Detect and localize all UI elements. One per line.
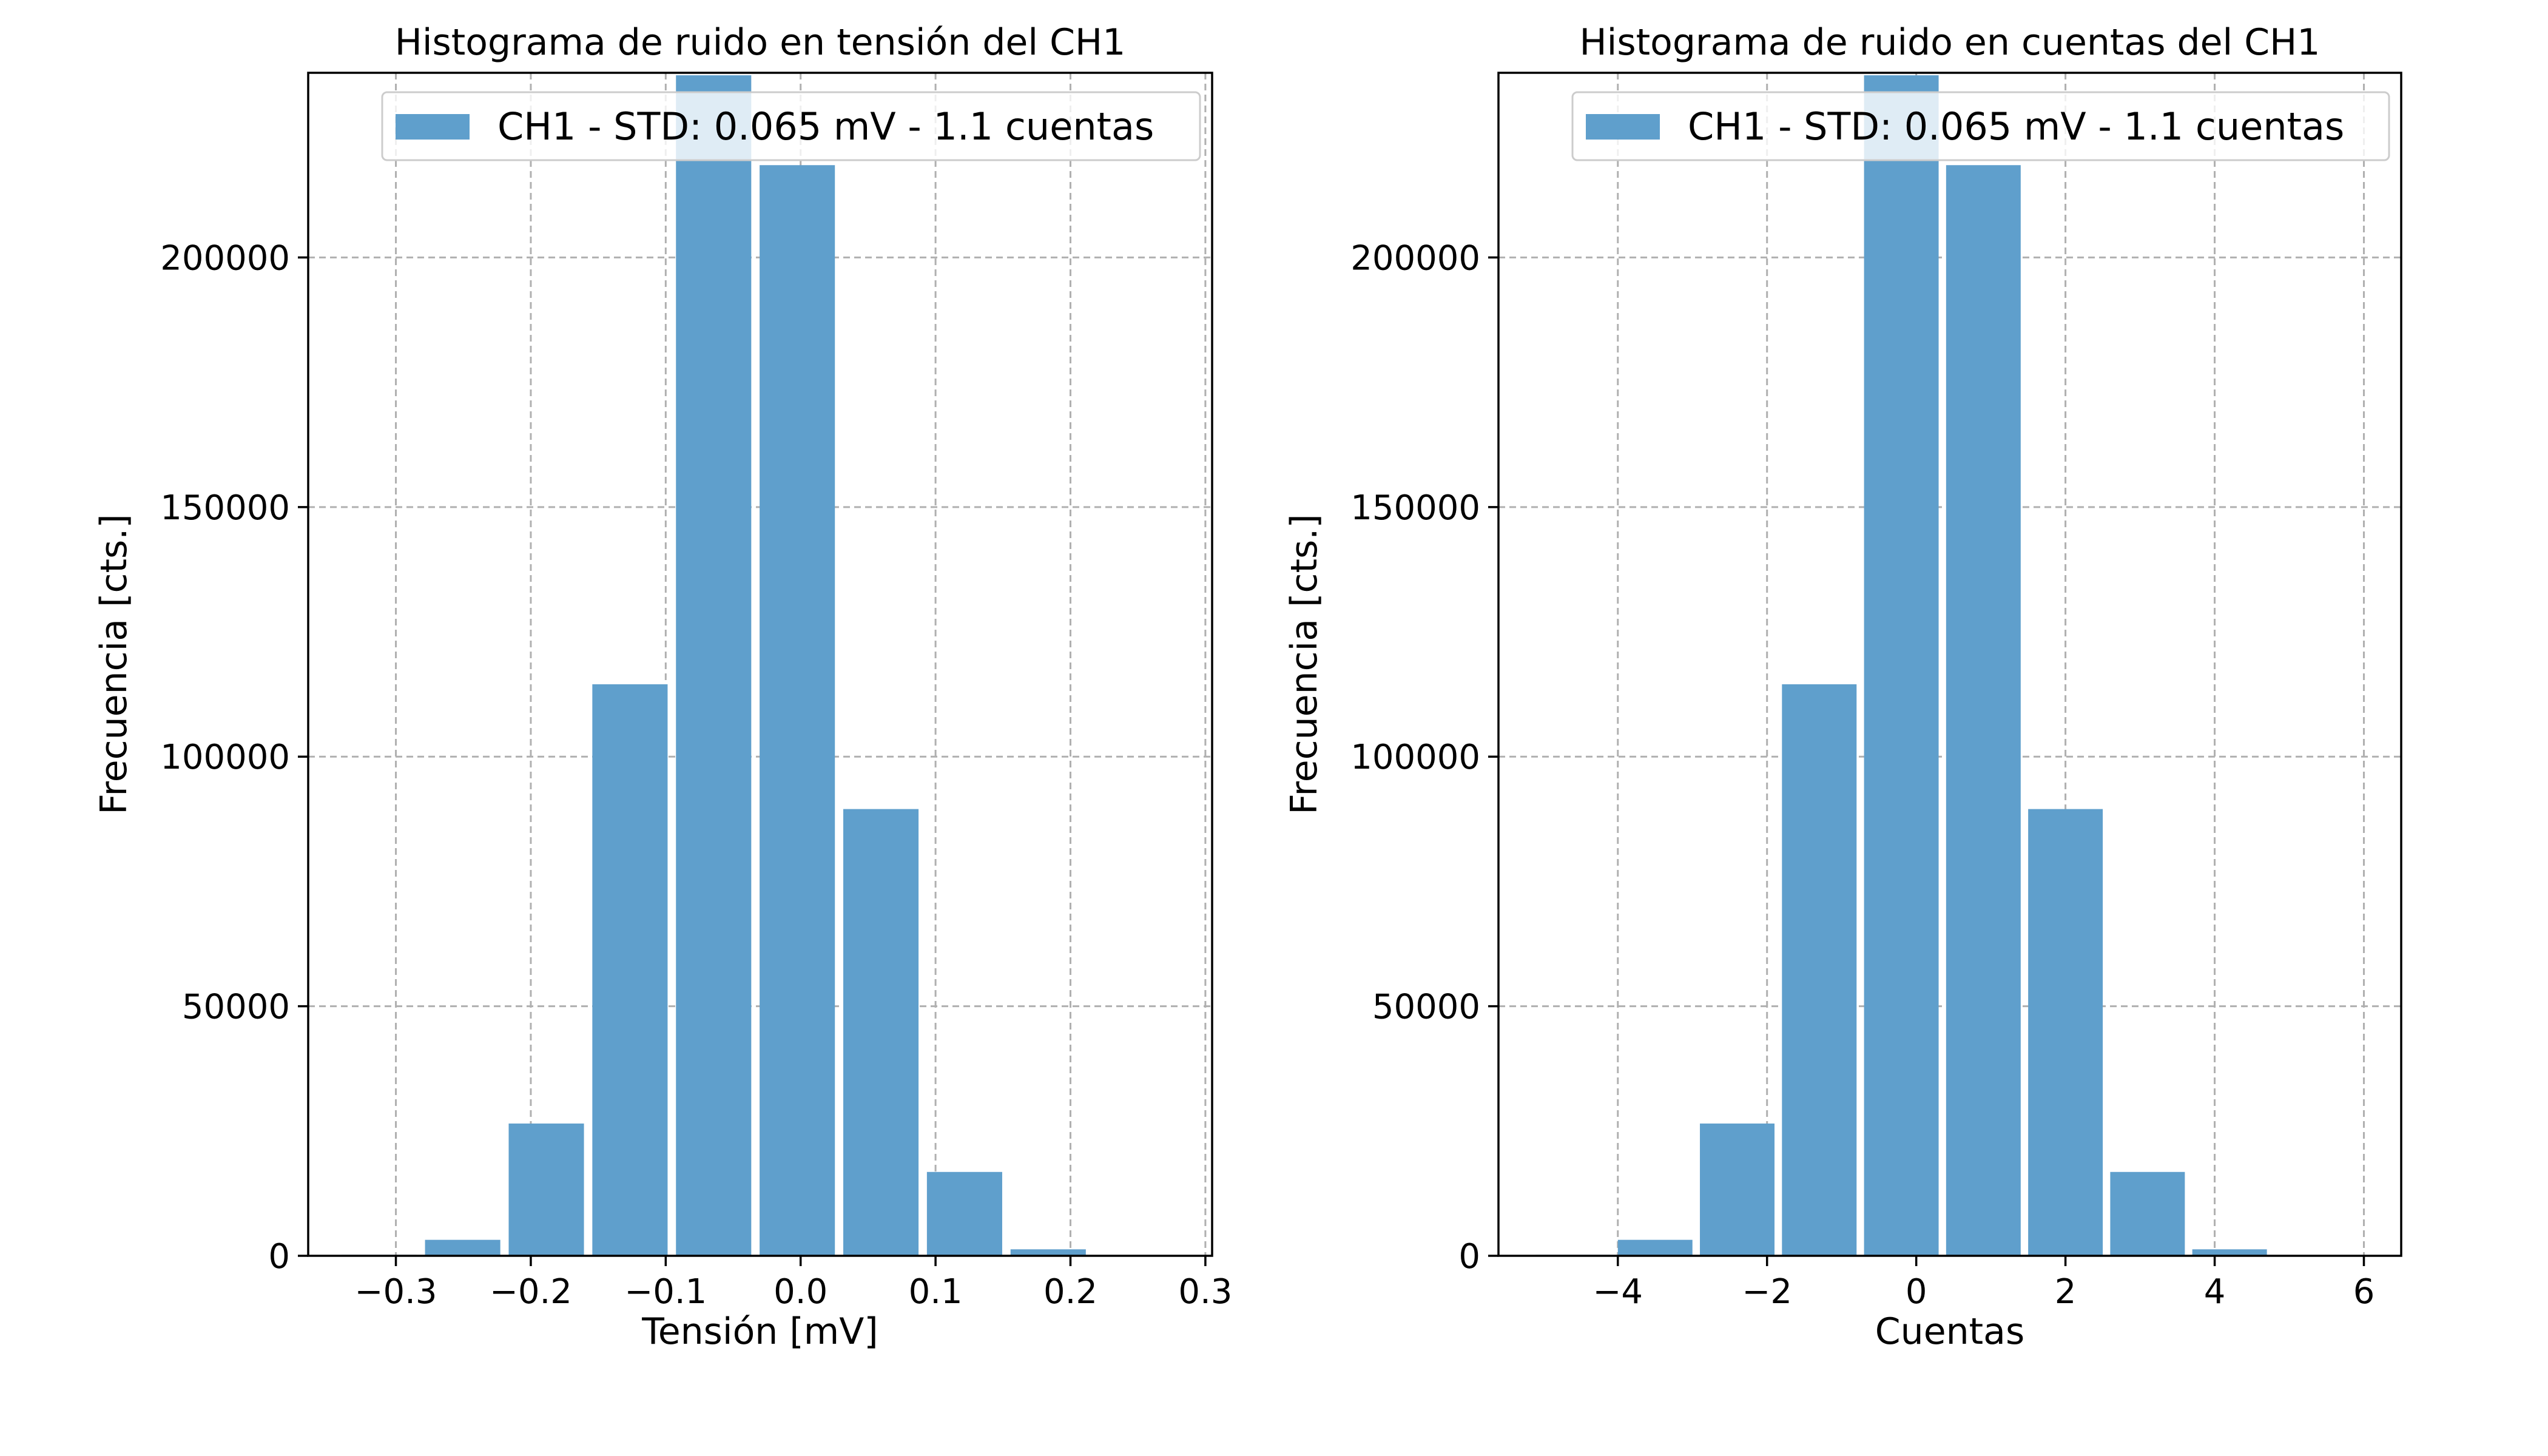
x-tick-label: −0.3 <box>355 1272 437 1312</box>
histogram-bar <box>592 684 668 1256</box>
y-tick-label: 200000 <box>1350 238 1480 278</box>
legend: CH1 - STD: 0.065 mV - 1.1 cuentas <box>1571 91 2390 161</box>
histogram-bar <box>425 1239 500 1256</box>
x-tick-label: 0.1 <box>909 1272 963 1312</box>
histogram-bar <box>676 75 752 1256</box>
histogram-bar <box>1700 1123 1775 1256</box>
legend-swatch <box>1586 114 1660 140</box>
x-tick-label: −4 <box>1592 1272 1643 1312</box>
x-tick-label: −0.2 <box>490 1272 572 1312</box>
y-tick-label: 50000 <box>1372 988 1480 1027</box>
legend-box <box>381 91 1201 161</box>
x-tick-label: −0.1 <box>624 1272 707 1312</box>
histogram-bar <box>926 1171 1002 1256</box>
chart-panel-2: −4 −2 0 2 4 6 0 50000 100000 150000 200000 Histogra… <box>1283 21 2402 1353</box>
axes-frame <box>1497 72 2402 1257</box>
x-tick-label: −2 <box>1742 1272 1792 1312</box>
histogram-bar <box>843 809 919 1256</box>
x-tick-label: 0.0 <box>774 1272 827 1312</box>
y-axis-label: Frecuencia [cts.] <box>1283 514 1326 815</box>
x-axis-label: Tensión [mV] <box>641 1310 878 1353</box>
y-tick-label: 0 <box>268 1237 290 1276</box>
histogram-bar <box>1617 1239 1693 1256</box>
histogram-bar <box>2028 809 2103 1256</box>
x-tick-label: 0 <box>1906 1272 1927 1312</box>
axes-frame <box>307 72 1213 1257</box>
histogram-bar <box>508 1123 584 1256</box>
legend-label: CH1 - STD: 0.065 mV - 1.1 cuentas <box>1688 104 2344 149</box>
y-axis-label: Frecuencia [cts.] <box>93 514 135 815</box>
legend-box <box>1571 91 2390 161</box>
legend: CH1 - STD: 0.065 mV - 1.1 cuentas <box>381 91 1201 161</box>
chart-title: Histograma de ruido en cuentas del CH1 <box>1580 21 2320 64</box>
x-axis-label: Cuentas <box>1875 1310 2024 1353</box>
histogram-bar <box>1864 75 1939 1256</box>
x-tick-label: 0.2 <box>1043 1272 1097 1312</box>
histogram-bar <box>1782 684 1857 1256</box>
legend-swatch <box>396 114 470 140</box>
x-tick-label: 4 <box>2204 1272 2226 1312</box>
histogram-bar <box>1010 1249 1086 1256</box>
y-tick-label: 50000 <box>182 988 290 1027</box>
x-tick-label: 2 <box>2055 1272 2077 1312</box>
y-tick-label: 200000 <box>160 238 290 278</box>
chart-title: Histograma de ruido en tensión del CH1 <box>395 21 1126 64</box>
histogram-bar <box>760 165 835 1256</box>
y-tick-label: 150000 <box>1350 488 1480 528</box>
legend-label: CH1 - STD: 0.065 mV - 1.1 cuentas <box>497 104 1154 149</box>
y-tick-label: 150000 <box>160 488 290 528</box>
y-tick-label: 100000 <box>1350 738 1480 777</box>
histogram-bar <box>2110 1171 2185 1256</box>
y-tick-label: 100000 <box>160 738 290 777</box>
y-tick-label: 0 <box>1458 1237 1480 1276</box>
chart-panel-1: −0.3 −0.2 −0.1 0.0 0.1 0.2 0.3 0 50000 100000 1500… <box>93 21 1232 1353</box>
x-tick-label: 6 <box>2353 1272 2375 1312</box>
histogram-bar <box>1946 165 2021 1256</box>
x-tick-label: 0.3 <box>1178 1272 1232 1312</box>
histogram-bar <box>2192 1249 2267 1256</box>
